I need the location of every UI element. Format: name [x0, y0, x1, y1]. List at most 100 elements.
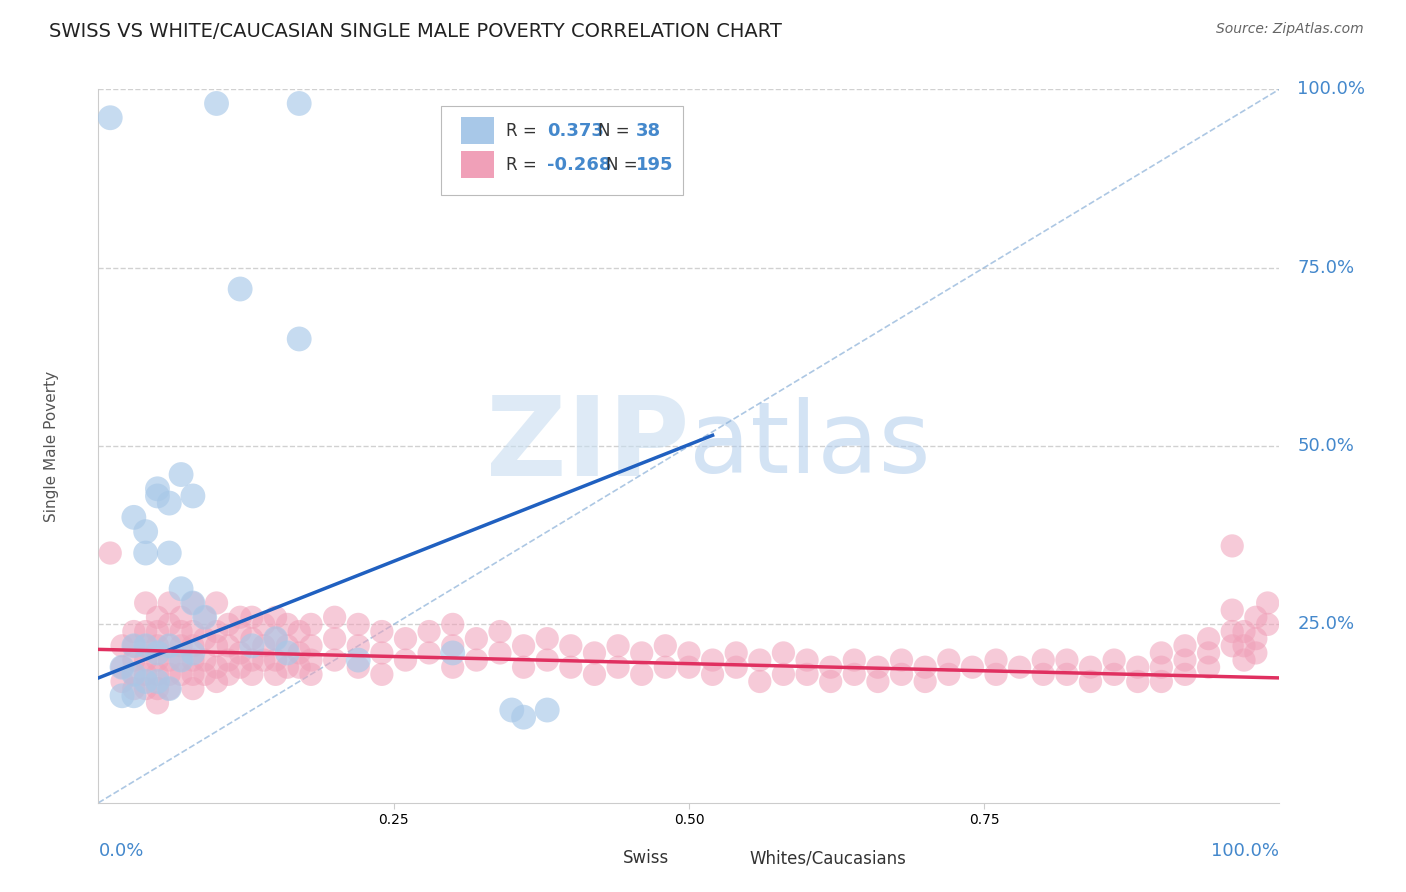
Point — [394, 653, 416, 667]
Point — [135, 674, 157, 689]
FancyBboxPatch shape — [461, 152, 494, 178]
Point — [122, 639, 145, 653]
Point — [630, 646, 652, 660]
Text: R =: R = — [506, 156, 537, 174]
Point — [489, 624, 512, 639]
Point — [394, 632, 416, 646]
Point — [347, 653, 370, 667]
Point — [441, 660, 464, 674]
Point — [157, 681, 180, 696]
Point — [240, 610, 263, 624]
Point — [146, 639, 169, 653]
Point — [135, 524, 157, 539]
Point — [560, 639, 582, 653]
Point — [772, 667, 794, 681]
Point — [194, 632, 217, 646]
Text: Single Male Poverty: Single Male Poverty — [44, 370, 59, 522]
Point — [288, 332, 311, 346]
Point — [1174, 667, 1197, 681]
Point — [465, 653, 488, 667]
Point — [1220, 624, 1243, 639]
Point — [253, 639, 276, 653]
Point — [725, 660, 748, 674]
Point — [276, 646, 298, 660]
Text: 100.0%: 100.0% — [1298, 80, 1365, 98]
Point — [1150, 646, 1173, 660]
FancyBboxPatch shape — [461, 117, 494, 145]
Text: atlas: atlas — [689, 398, 931, 494]
Point — [441, 617, 464, 632]
Point — [264, 632, 287, 646]
Point — [1244, 646, 1267, 660]
Point — [441, 646, 464, 660]
Point — [1233, 624, 1256, 639]
Point — [135, 624, 157, 639]
Point — [157, 681, 180, 696]
Point — [181, 596, 204, 610]
Point — [1220, 639, 1243, 653]
Point — [157, 639, 180, 653]
Point — [122, 639, 145, 653]
Point — [772, 646, 794, 660]
Point — [240, 667, 263, 681]
Point — [181, 653, 204, 667]
Point — [1244, 610, 1267, 624]
Point — [135, 667, 157, 681]
Text: SWISS VS WHITE/CAUCASIAN SINGLE MALE POVERTY CORRELATION CHART: SWISS VS WHITE/CAUCASIAN SINGLE MALE POV… — [49, 22, 782, 41]
Point — [264, 667, 287, 681]
Point — [725, 646, 748, 660]
Point — [170, 667, 193, 681]
Point — [465, 632, 488, 646]
Point — [170, 624, 193, 639]
Point — [157, 639, 180, 653]
Point — [607, 660, 630, 674]
Point — [229, 610, 252, 624]
Point — [1233, 653, 1256, 667]
Point — [1244, 632, 1267, 646]
Point — [181, 624, 204, 639]
Point — [135, 653, 157, 667]
Point — [217, 653, 239, 667]
Point — [157, 496, 180, 510]
Point — [135, 596, 157, 610]
Text: Swiss: Swiss — [623, 849, 669, 867]
Point — [489, 646, 512, 660]
Point — [205, 639, 228, 653]
Point — [1198, 632, 1220, 646]
Point — [1257, 617, 1279, 632]
Point — [678, 660, 700, 674]
Text: ZIP: ZIP — [485, 392, 689, 500]
Point — [1220, 539, 1243, 553]
Point — [240, 653, 263, 667]
Point — [146, 681, 169, 696]
Point — [418, 624, 440, 639]
Point — [583, 667, 606, 681]
Point — [844, 653, 866, 667]
Point — [240, 639, 263, 653]
Point — [194, 610, 217, 624]
Point — [111, 639, 134, 653]
Point — [890, 653, 912, 667]
Text: 75.0%: 75.0% — [1298, 259, 1354, 277]
Point — [157, 617, 180, 632]
Point — [1233, 639, 1256, 653]
Point — [111, 674, 134, 689]
Point — [146, 624, 169, 639]
Point — [347, 660, 370, 674]
Text: 0.0%: 0.0% — [98, 842, 143, 860]
Point — [170, 610, 193, 624]
Point — [583, 646, 606, 660]
Point — [157, 667, 180, 681]
Point — [98, 546, 121, 560]
Point — [229, 624, 252, 639]
Point — [276, 660, 298, 674]
Point — [122, 667, 145, 681]
Point — [536, 632, 558, 646]
Point — [111, 660, 134, 674]
Point — [205, 674, 228, 689]
Text: 38: 38 — [636, 121, 661, 139]
Point — [323, 653, 346, 667]
Point — [264, 632, 287, 646]
Point — [1150, 660, 1173, 674]
Point — [288, 646, 311, 660]
